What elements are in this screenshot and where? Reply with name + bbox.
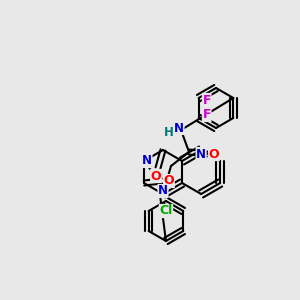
Text: N: N bbox=[196, 148, 206, 160]
Text: O: O bbox=[164, 175, 174, 188]
Text: N: N bbox=[158, 184, 168, 197]
Text: N: N bbox=[142, 154, 152, 167]
Text: F: F bbox=[202, 94, 211, 106]
Text: F: F bbox=[202, 109, 211, 122]
Text: O: O bbox=[209, 148, 219, 160]
Text: H: H bbox=[164, 125, 174, 139]
Text: Cl: Cl bbox=[159, 205, 172, 218]
Text: O: O bbox=[151, 169, 161, 182]
Text: N: N bbox=[174, 122, 184, 134]
